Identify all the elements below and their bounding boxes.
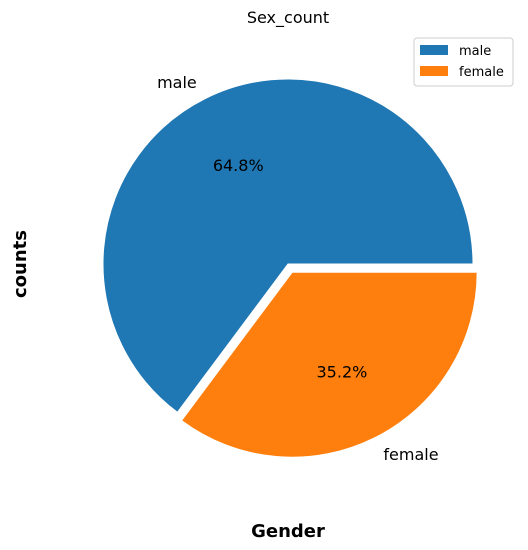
legend-label-female: female xyxy=(459,65,504,80)
legend: male female xyxy=(413,37,514,87)
pie-slice-female xyxy=(180,271,478,458)
legend-label-male: male xyxy=(459,44,491,59)
chart-title: Sex_count xyxy=(247,8,329,28)
x-axis-label: Gender xyxy=(251,521,325,542)
percent-label-male: 64.8% xyxy=(213,156,264,175)
y-axis-label: counts xyxy=(10,230,31,298)
slice-label-female: female xyxy=(383,445,438,464)
percent-label-female: 35.2% xyxy=(317,362,368,381)
pie-slice-male xyxy=(102,78,474,413)
slice-label-male: male xyxy=(157,73,197,92)
pie-labels: male 64.8% female 35.2% xyxy=(157,73,438,464)
pie-slices xyxy=(102,78,478,458)
legend-swatch-male xyxy=(420,45,448,55)
legend-swatch-female xyxy=(420,66,448,76)
